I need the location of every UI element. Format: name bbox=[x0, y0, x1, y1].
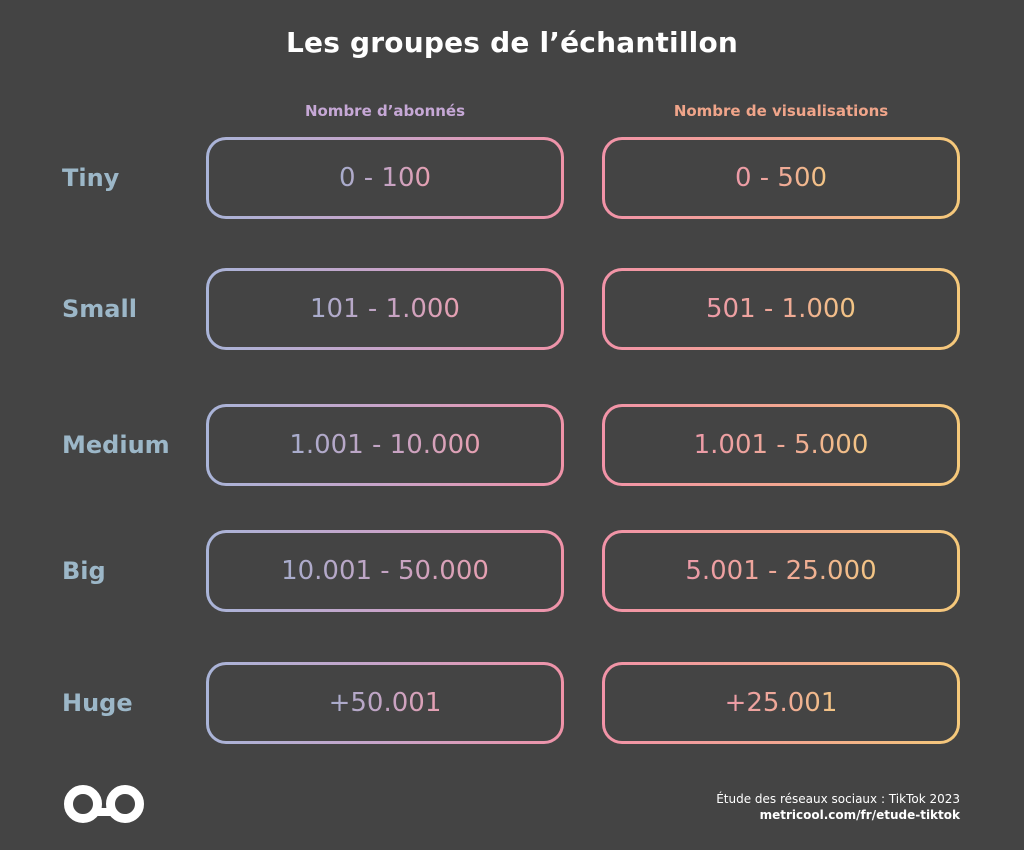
followers-range-value: +50.001 bbox=[328, 688, 442, 718]
table-row-small: Small 101 - 1.000 501 - 1.000 bbox=[0, 268, 1024, 350]
followers-range-cell: 1.001 - 10.000 bbox=[206, 404, 564, 486]
footer-url: metricool.com/fr/etude-tiktok bbox=[759, 808, 960, 822]
followers-range-value: 101 - 1.000 bbox=[310, 294, 460, 324]
views-range-cell: 0 - 500 bbox=[602, 137, 960, 219]
followers-range-value: 0 - 100 bbox=[338, 163, 432, 193]
metricool-infinity-icon bbox=[64, 785, 144, 823]
followers-range-cell: 10.001 - 50.000 bbox=[206, 530, 564, 612]
followers-range-cell: 0 - 100 bbox=[206, 137, 564, 219]
table-row-tiny: Tiny 0 - 100 0 - 500 bbox=[0, 137, 1024, 219]
views-range-value: +25.001 bbox=[724, 688, 838, 718]
followers-range-value: 10.001 - 50.000 bbox=[281, 556, 489, 586]
views-range-value: 5.001 - 25.000 bbox=[685, 556, 877, 586]
page-title: Les groupes de l’échantillon bbox=[285, 26, 739, 59]
row-label: Medium bbox=[62, 431, 170, 459]
views-range-cell: 5.001 - 25.000 bbox=[602, 530, 960, 612]
row-label: Huge bbox=[62, 689, 133, 717]
views-range-cell: +25.001 bbox=[602, 662, 960, 744]
table-row-medium: Medium 1.001 - 10.000 1.001 - 5.000 bbox=[0, 404, 1024, 486]
views-range-cell: 1.001 - 5.000 bbox=[602, 404, 960, 486]
row-label: Small bbox=[62, 295, 137, 323]
column-header-followers: Nombre d’abonnés bbox=[304, 102, 466, 120]
column-header-views: Nombre de visualisations bbox=[673, 102, 889, 120]
followers-range-cell: +50.001 bbox=[206, 662, 564, 744]
row-label: Big bbox=[62, 557, 106, 585]
table-row-huge: Huge +50.001 +25.001 bbox=[0, 662, 1024, 744]
followers-range-value: 1.001 - 10.000 bbox=[289, 430, 481, 460]
views-range-value: 501 - 1.000 bbox=[706, 294, 856, 324]
views-range-value: 0 - 500 bbox=[734, 163, 828, 193]
views-range-value: 1.001 - 5.000 bbox=[693, 430, 869, 460]
footer-study-title: Étude des réseaux sociaux : TikTok 2023 bbox=[716, 792, 960, 806]
followers-range-cell: 101 - 1.000 bbox=[206, 268, 564, 350]
table-row-big: Big 10.001 - 50.000 5.001 - 25.000 bbox=[0, 530, 1024, 612]
row-label: Tiny bbox=[62, 164, 120, 192]
views-range-cell: 501 - 1.000 bbox=[602, 268, 960, 350]
